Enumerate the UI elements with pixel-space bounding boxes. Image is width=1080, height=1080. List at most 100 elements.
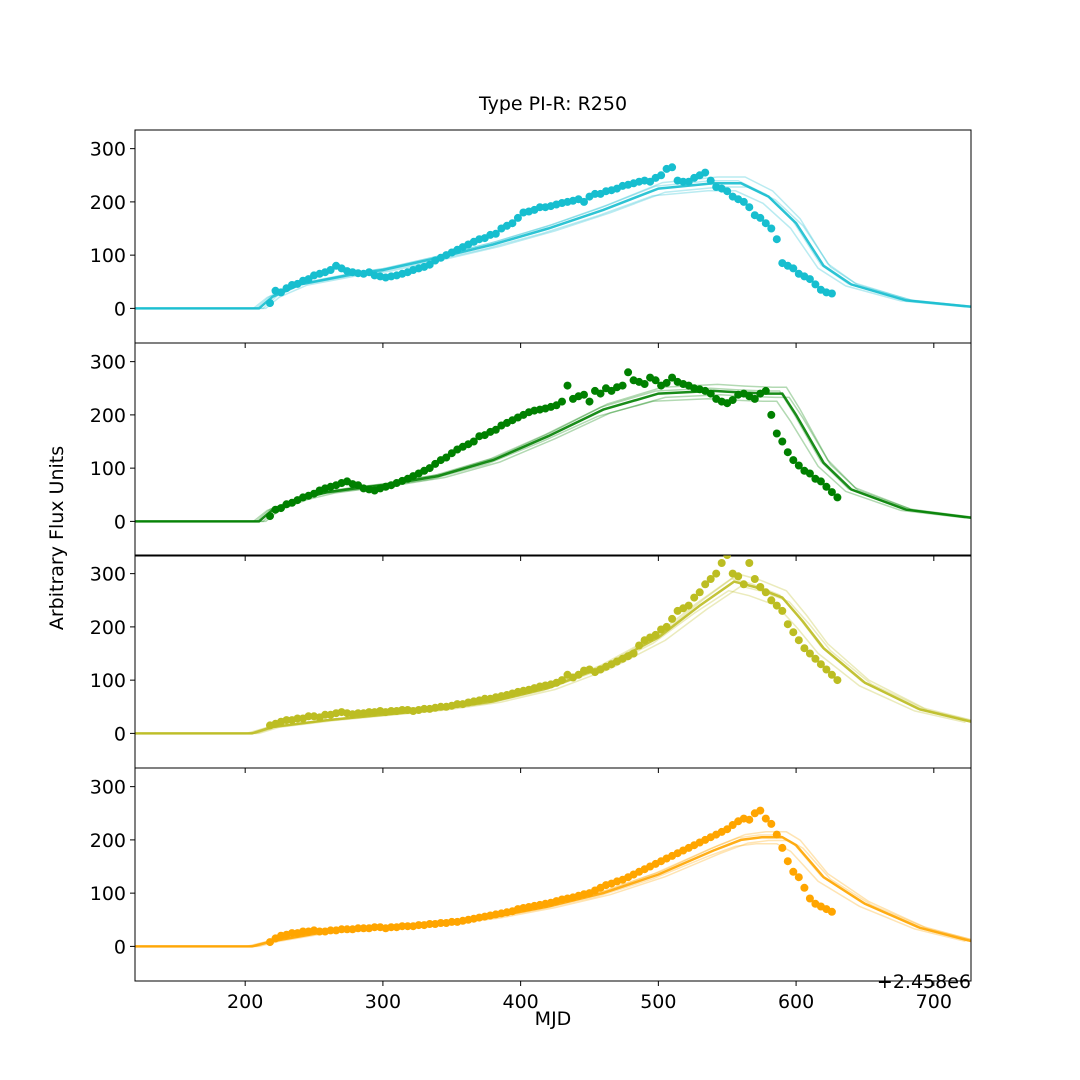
model-realization bbox=[141, 186, 971, 310]
data-point bbox=[266, 299, 274, 308]
data-point bbox=[772, 235, 781, 244]
y-tick-label: 300 bbox=[90, 352, 126, 374]
data-point bbox=[436, 919, 445, 927]
x-offset-label: +2.458e6 bbox=[877, 971, 971, 993]
data-point bbox=[657, 171, 666, 180]
plot-area bbox=[135, 163, 971, 310]
data-point bbox=[734, 572, 743, 581]
data-point bbox=[679, 177, 688, 186]
data-point bbox=[789, 628, 798, 637]
data-point bbox=[447, 917, 456, 926]
data-point bbox=[756, 806, 765, 815]
data-point bbox=[833, 676, 842, 685]
data-point bbox=[805, 275, 814, 284]
data-point bbox=[403, 922, 412, 931]
data-point bbox=[668, 163, 677, 172]
data-point bbox=[266, 512, 274, 521]
data-point bbox=[425, 920, 434, 928]
data-point bbox=[640, 380, 649, 388]
data-point bbox=[723, 555, 732, 559]
data-point bbox=[469, 437, 478, 446]
data-point bbox=[558, 676, 566, 685]
data-point bbox=[739, 580, 748, 589]
data-point bbox=[558, 397, 566, 406]
x-tick-label: 500 bbox=[640, 991, 676, 1013]
model-realization bbox=[141, 394, 971, 523]
data-point bbox=[761, 588, 770, 597]
x-tick-label: 700 bbox=[916, 991, 952, 1013]
data-point bbox=[745, 203, 754, 212]
data-point bbox=[783, 857, 792, 866]
data-point bbox=[580, 197, 588, 206]
x-tick-label: 200 bbox=[227, 991, 263, 1013]
data-point bbox=[761, 386, 770, 395]
data-point bbox=[789, 867, 798, 876]
data-point bbox=[783, 620, 792, 629]
data-point bbox=[772, 830, 781, 839]
data-point bbox=[288, 929, 296, 938]
data-point bbox=[387, 707, 396, 715]
data-point bbox=[827, 670, 836, 679]
data-point bbox=[778, 606, 787, 615]
data-point bbox=[277, 288, 285, 297]
data-point bbox=[805, 894, 814, 903]
data-point bbox=[293, 714, 302, 723]
y-tick-label: 200 bbox=[90, 617, 126, 639]
y-tick-label: 200 bbox=[90, 192, 126, 214]
data-point bbox=[723, 187, 732, 196]
data-point bbox=[425, 464, 434, 473]
data-point bbox=[591, 189, 599, 198]
figure-title: Type PI-R: R250 bbox=[478, 93, 627, 115]
data-point bbox=[794, 873, 803, 882]
data-point bbox=[706, 176, 715, 185]
data-point bbox=[767, 596, 776, 605]
data-point bbox=[436, 702, 445, 711]
data-point bbox=[343, 925, 352, 934]
data-point bbox=[662, 378, 671, 387]
data-point bbox=[701, 168, 710, 177]
data-point bbox=[827, 289, 836, 298]
data-point bbox=[756, 213, 765, 222]
y-tick-label: 0 bbox=[114, 936, 126, 958]
data-point bbox=[304, 712, 313, 721]
data-point bbox=[618, 381, 627, 390]
data-point bbox=[706, 575, 715, 583]
y-tick-label: 300 bbox=[90, 564, 126, 586]
data-point bbox=[783, 448, 792, 457]
data-point bbox=[800, 883, 809, 892]
x-tick-label: 300 bbox=[365, 991, 401, 1013]
data-point bbox=[822, 482, 831, 491]
data-point bbox=[827, 907, 836, 916]
plot-area bbox=[135, 555, 971, 735]
data-point bbox=[701, 580, 710, 589]
y-tick-label: 100 bbox=[90, 883, 126, 905]
axes-frame bbox=[134, 342, 972, 557]
data-point bbox=[827, 488, 836, 497]
data-point bbox=[629, 649, 638, 658]
data-point bbox=[326, 926, 335, 935]
subplot-4: 0 100 200 300 200 300 400 500 600 700 bbox=[90, 767, 972, 1013]
data-point bbox=[668, 614, 677, 623]
data-point bbox=[513, 213, 522, 222]
data-point bbox=[315, 927, 324, 936]
data-point bbox=[491, 229, 500, 238]
data-point bbox=[596, 389, 605, 398]
data-point bbox=[453, 700, 462, 709]
y-tick-label: 0 bbox=[114, 511, 126, 533]
data-point bbox=[778, 843, 787, 852]
data-point bbox=[420, 704, 429, 713]
data-point bbox=[750, 575, 759, 583]
data-point bbox=[365, 708, 374, 717]
data-point bbox=[480, 694, 489, 703]
data-point bbox=[745, 815, 754, 824]
data-point bbox=[624, 368, 633, 377]
x-tick-label: 600 bbox=[778, 991, 814, 1013]
x-tick-label: 400 bbox=[503, 991, 539, 1013]
data-point bbox=[585, 397, 594, 406]
data-point bbox=[772, 429, 781, 438]
y-tick-label: 200 bbox=[90, 405, 126, 427]
data-point bbox=[359, 924, 368, 933]
data-point bbox=[574, 670, 583, 679]
data-point bbox=[690, 593, 699, 602]
data-point bbox=[761, 219, 770, 228]
